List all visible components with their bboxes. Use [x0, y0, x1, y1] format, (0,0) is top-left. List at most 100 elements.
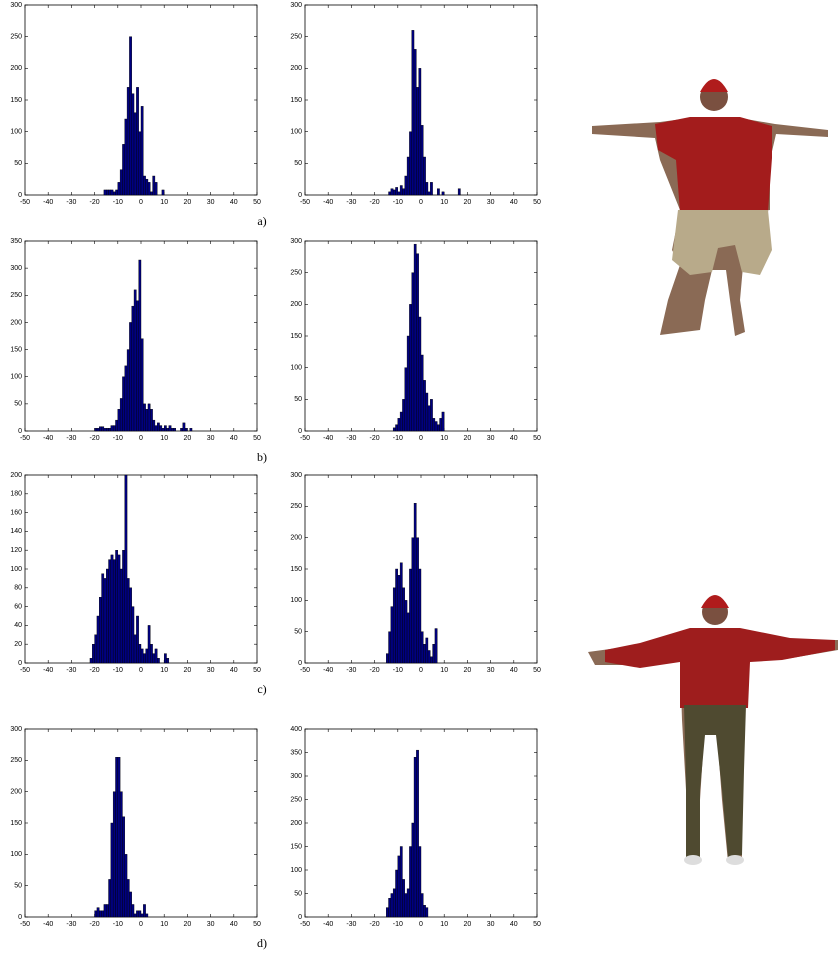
y-tick-label: 100 [10, 374, 22, 381]
histogram-bar [437, 189, 439, 195]
histogram-bar [109, 190, 111, 195]
histogram-bar [97, 428, 99, 431]
histogram-bar [143, 404, 145, 431]
histogram-bar [405, 600, 407, 663]
histogram-bar [153, 654, 155, 663]
x-tick-label: -30 [346, 921, 356, 928]
x-tick-label: 40 [510, 435, 518, 442]
histogram-bar [129, 37, 131, 195]
x-tick-label: -30 [346, 667, 356, 674]
histogram-bar [139, 132, 141, 195]
x-tick-label: -40 [323, 199, 333, 206]
x-tick-label: 20 [464, 199, 472, 206]
x-tick-label: 50 [253, 667, 261, 674]
histogram-bar [405, 176, 407, 195]
histogram-bar [129, 892, 131, 917]
histogram-bar [141, 649, 143, 663]
histogram-bar [134, 914, 136, 917]
histogram-bar [97, 908, 99, 917]
histogram-bar [136, 87, 138, 195]
y-tick-label: 300 [290, 2, 302, 9]
histogram-bar [115, 420, 117, 431]
histogram-bar [120, 398, 122, 431]
x-tick-label: -10 [113, 199, 123, 206]
histogram-bar [428, 650, 430, 663]
histogram-bar [127, 578, 129, 663]
y-tick-label: 100 [10, 851, 22, 858]
histogram-bar [150, 409, 152, 431]
histogram-bar [146, 914, 148, 917]
histogram-bar [442, 192, 444, 195]
y-tick-label: 250 [10, 757, 22, 764]
x-tick-label: -10 [393, 667, 403, 674]
histogram-bar [416, 750, 418, 917]
y-tick-label: 160 [10, 509, 22, 516]
histogram-bar [157, 658, 159, 663]
x-tick-label: 30 [487, 435, 495, 442]
x-tick-label: -20 [90, 667, 100, 674]
panel-label: a) [257, 214, 266, 228]
histogram-bar [134, 290, 136, 431]
y-tick-label: 200 [290, 301, 302, 308]
y-tick-label: 350 [290, 749, 302, 756]
x-tick-label: -50 [300, 199, 310, 206]
histogram-bar [134, 113, 136, 195]
y-tick-label: 20 [14, 641, 22, 648]
y-tick-label: 200 [290, 820, 302, 827]
histogram-bar [136, 616, 138, 663]
histogram-bar [120, 170, 122, 195]
x-tick-label: -30 [66, 435, 76, 442]
x-tick-label: 40 [230, 199, 238, 206]
x-tick-label: -30 [66, 199, 76, 206]
histogram-bar [414, 757, 416, 917]
x-tick-label: 10 [440, 667, 448, 674]
y-tick-label: 250 [290, 796, 302, 803]
y-tick-label: 100 [290, 365, 302, 372]
histogram-bar [421, 355, 423, 431]
x-tick-label: 0 [139, 199, 143, 206]
histogram-bar [120, 569, 122, 663]
histogram-bar [104, 190, 106, 195]
y-tick-label: 100 [10, 129, 22, 136]
histogram-bar [423, 905, 425, 917]
y-tick-label: 150 [290, 333, 302, 340]
y-tick-label: 100 [290, 597, 302, 604]
histogram-bar [113, 192, 115, 195]
histogram-bar [115, 190, 117, 195]
histogram-bar [95, 635, 97, 663]
x-tick-label: 30 [207, 921, 215, 928]
y-tick-label: 200 [10, 789, 22, 796]
histogram-bar [180, 428, 182, 431]
histogram-bar [92, 644, 94, 663]
x-tick-label: -30 [66, 667, 76, 674]
x-tick-label: 20 [184, 435, 192, 442]
y-tick-label: 250 [10, 34, 22, 41]
histogram-bar [416, 254, 418, 431]
histogram-bar [440, 418, 442, 431]
histogram-bar [162, 428, 164, 431]
y-tick-label: 300 [290, 238, 302, 245]
histogram-bar [118, 757, 120, 917]
x-tick-label: -10 [393, 435, 403, 442]
histogram-bar [95, 428, 97, 431]
histogram-bar [389, 632, 391, 663]
y-tick-label: 100 [290, 129, 302, 136]
x-tick-label: -50 [20, 667, 30, 674]
x-tick-label: -10 [393, 921, 403, 928]
histogram-bar [412, 823, 414, 917]
histogram-bar [122, 550, 124, 663]
histogram-bar [143, 654, 145, 663]
histogram-bar [102, 574, 104, 663]
histogram-bar [120, 792, 122, 917]
histogram-bar [400, 412, 402, 431]
histogram-bar [141, 914, 143, 917]
histogram-bar [95, 911, 97, 917]
x-tick-label: 0 [139, 667, 143, 674]
plot-area [25, 475, 257, 663]
histogram-bar [106, 569, 108, 663]
histogram-bar [125, 854, 127, 917]
histogram-bar [402, 399, 404, 431]
histogram-bar [141, 106, 143, 195]
x-tick-label: -40 [43, 435, 53, 442]
histogram-bar [393, 428, 395, 431]
